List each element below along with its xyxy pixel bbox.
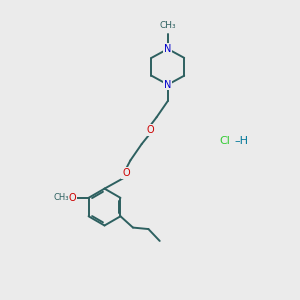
Text: O: O xyxy=(68,193,76,203)
Text: O: O xyxy=(146,125,154,135)
Text: O: O xyxy=(122,168,130,178)
Text: CH₃: CH₃ xyxy=(53,194,69,202)
Text: N: N xyxy=(164,80,172,90)
Text: N: N xyxy=(164,44,172,54)
Text: Cl: Cl xyxy=(220,136,231,146)
Text: CH₃: CH₃ xyxy=(160,21,176,30)
Text: –H: –H xyxy=(234,136,248,146)
